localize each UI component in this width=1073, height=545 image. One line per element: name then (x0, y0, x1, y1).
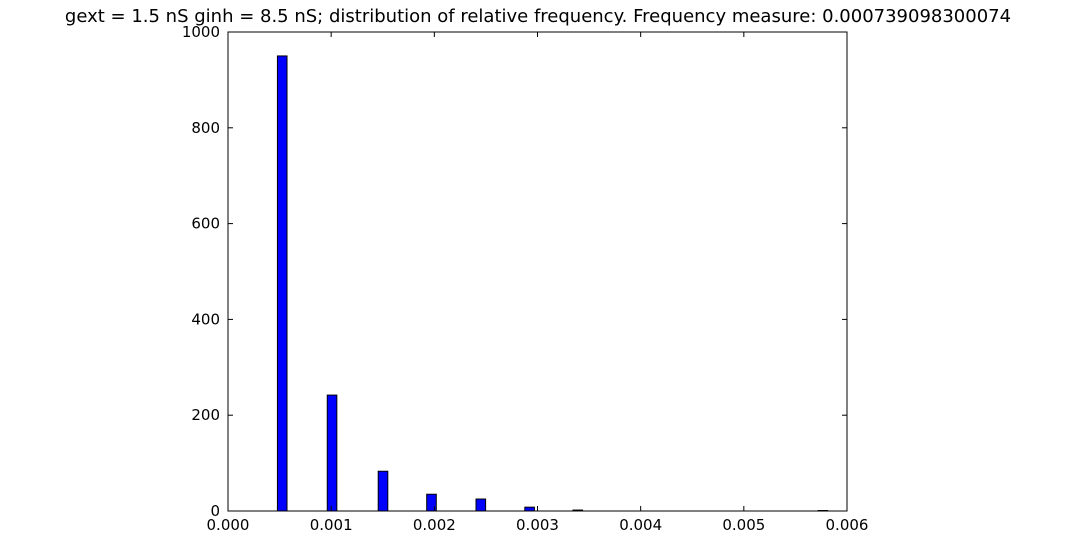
histogram-bar-0 (276, 55, 288, 512)
x-tick-label: 0.001 (310, 516, 353, 534)
x-tick-label: 0.005 (722, 516, 765, 534)
y-tick-label: 600 (191, 215, 220, 233)
y-tick-label: 800 (191, 119, 220, 137)
plot-frame (227, 31, 848, 512)
x-tick-label: 0.003 (516, 516, 559, 534)
x-tick-label: 0.000 (207, 516, 250, 534)
histogram-bar-3 (426, 493, 437, 512)
y-tick-label: 200 (191, 406, 220, 424)
x-tick-label: 0.002 (413, 516, 456, 534)
x-tick-label: 0.006 (826, 516, 869, 534)
chart-title: gext = 1.5 nS ginh = 8.5 nS; distributio… (65, 6, 1011, 27)
histogram-bar-1 (326, 394, 338, 512)
ticks-layer: 0.000 0.001 0.002 0.003 0.004 0.005 0.006 0 200 4… (182, 23, 869, 534)
histogram-bar-5 (524, 506, 535, 512)
x-tick-label: 0.004 (619, 516, 662, 534)
bars-layer (276, 55, 829, 512)
y-tick-label: 0 (210, 502, 220, 520)
histogram-bar-2 (377, 470, 389, 512)
y-tick-label: 400 (191, 310, 220, 328)
y-tick-label: 1000 (182, 23, 220, 41)
histogram-bar-4 (475, 498, 487, 512)
